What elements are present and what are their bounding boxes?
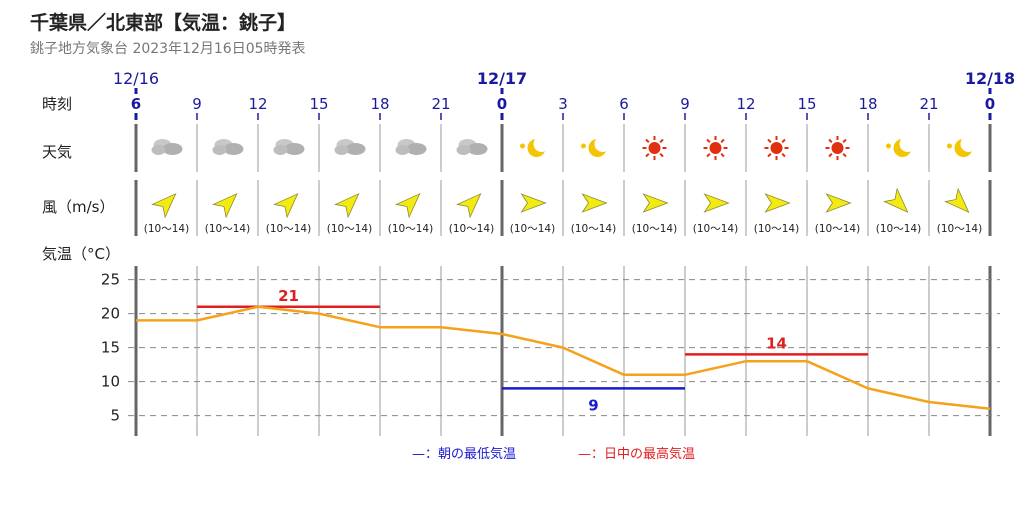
clear-night-icon [886,136,916,157]
wind-speed-label: (10〜14) [937,223,982,235]
min-temp-label: 9 [588,396,598,414]
max-temp-label: 14 [766,334,787,352]
wind-arrow-icon [334,193,360,219]
max-temp-label: 21 [278,287,299,305]
hour-label: 12 [248,95,267,113]
hour-label: 0 [985,95,995,113]
hour-label: 21 [431,95,450,113]
weather-row-label: 天気 [42,143,72,161]
temp-row-label: 気温（°C） [42,245,120,263]
legend-item: —：朝の最低気温 [412,446,516,462]
wind-speed-label: (10〜14) [449,223,494,235]
wind-arrow-icon [151,193,177,219]
cloudy-icon [151,139,183,155]
cloudy-icon [395,139,427,155]
wind-speed-label: (10〜14) [327,223,372,235]
cloudy-icon [334,139,366,155]
page-title: 千葉県／北東部【気温：銚子】 [30,12,297,34]
wind-speed-label: (10〜14) [632,223,677,235]
date-label: 12/16 [113,69,159,88]
clear-night-icon [947,136,977,157]
time-row-label: 時刻 [42,95,72,113]
sunny-icon [703,136,728,160]
y-tick-label: 20 [101,305,120,323]
wind-speed-label: (10〜14) [876,223,921,235]
wind-speed-label: (10〜14) [693,223,738,235]
page-subtitle: 銚子地方気象台 2023年12月16日05時発表 [30,41,306,57]
wind-arrow-icon [883,187,909,213]
sunny-icon [642,136,667,160]
sunny-icon [825,136,850,160]
wind-speed-label: (10〜14) [754,223,799,235]
date-label: 12/18 [965,69,1015,88]
clear-night-icon [581,136,611,157]
wind-speed-label: (10〜14) [266,223,311,235]
wind-row-label: 風（m/s） [42,198,114,216]
clear-night-icon [520,136,550,157]
y-tick-label: 10 [101,373,120,391]
wind-arrow-icon [520,193,547,213]
wind-speed-label: (10〜14) [815,223,860,235]
wind-arrow-icon [764,193,791,213]
wind-speed-label: (10〜14) [510,223,555,235]
wind-speed-label: (10〜14) [571,223,616,235]
hour-label: 9 [192,95,202,113]
cloudy-icon [456,139,488,155]
wind-arrow-icon [273,193,299,219]
hour-label: 15 [797,95,816,113]
wind-arrow-icon [212,193,238,219]
wind-speed-label: (10〜14) [205,223,250,235]
wind-speed-label: (10〜14) [144,223,189,235]
cloudy-icon [273,139,305,155]
sunny-icon [764,136,789,160]
wind-arrow-icon [395,193,421,219]
y-tick-label: 5 [110,407,120,425]
hour-label: 3 [558,95,568,113]
date-label: 12/17 [477,69,527,88]
hour-label: 6 [619,95,629,113]
wind-arrow-icon [456,193,482,219]
wind-arrow-icon [581,193,608,213]
wind-arrow-icon [642,193,669,213]
wind-speed-label: (10〜14) [388,223,433,235]
cloudy-icon [212,139,244,155]
hour-label: 0 [497,95,507,113]
wind-arrow-icon [944,187,970,213]
hour-label: 6 [131,95,141,113]
hour-label: 18 [858,95,877,113]
y-tick-label: 15 [101,339,120,357]
wind-arrow-icon [825,193,852,213]
hour-label: 21 [919,95,938,113]
hour-label: 18 [370,95,389,113]
wind-arrow-icon [703,193,730,213]
hour-label: 9 [680,95,690,113]
hour-label: 12 [736,95,755,113]
y-tick-label: 25 [101,271,120,289]
hour-label: 15 [309,95,328,113]
legend-item: —：日中の最高気温 [578,446,695,462]
